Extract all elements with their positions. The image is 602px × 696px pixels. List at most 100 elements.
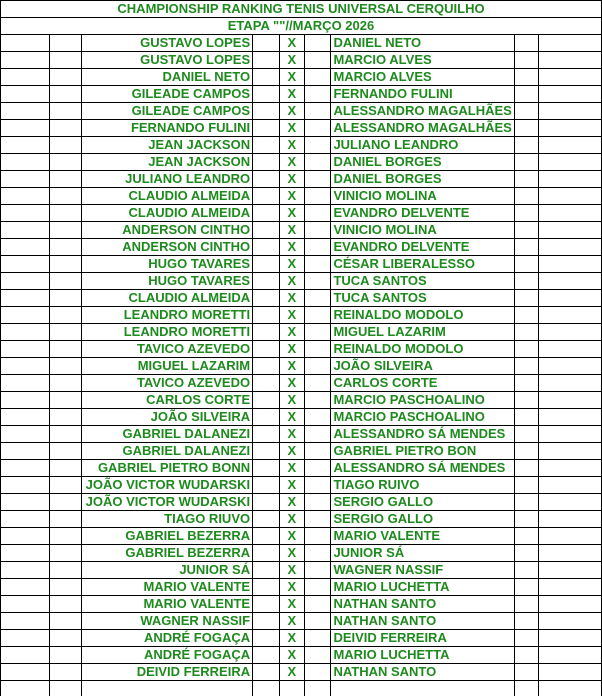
empty-cell[interactable]: [0, 187, 51, 205]
versus-cell[interactable]: X: [278, 527, 305, 545]
empty-cell[interactable]: [537, 612, 602, 630]
empty-cell[interactable]: [537, 476, 602, 494]
empty-cell[interactable]: [49, 663, 83, 681]
empty-cell[interactable]: [49, 136, 83, 154]
empty-cell[interactable]: [252, 204, 280, 222]
player-1-cell[interactable]: JOÃO VICTOR WUDARSKI: [81, 493, 254, 511]
player-2-cell[interactable]: DANIEL NETO: [330, 34, 515, 52]
empty-cell[interactable]: [0, 646, 51, 664]
empty-cell[interactable]: [49, 391, 83, 409]
empty-cell[interactable]: [303, 51, 332, 69]
empty-cell[interactable]: [252, 680, 280, 696]
empty-cell[interactable]: [49, 119, 83, 137]
empty-cell[interactable]: [252, 238, 280, 256]
empty-cell[interactable]: [513, 680, 539, 696]
empty-cell[interactable]: [252, 493, 280, 511]
versus-cell[interactable]: X: [278, 340, 305, 358]
empty-cell[interactable]: [537, 204, 602, 222]
versus-cell[interactable]: X: [278, 323, 305, 341]
empty-cell[interactable]: [252, 68, 280, 86]
empty-cell[interactable]: [49, 323, 83, 341]
player-2-cell[interactable]: JULIANO LEANDRO: [330, 136, 515, 154]
empty-cell[interactable]: [303, 493, 332, 511]
player-1-cell[interactable]: JOÃO SILVEIRA: [81, 408, 254, 426]
empty-cell[interactable]: [252, 187, 280, 205]
empty-cell[interactable]: [252, 459, 280, 477]
empty-cell[interactable]: [49, 629, 83, 647]
empty-cell[interactable]: [513, 187, 539, 205]
empty-cell[interactable]: [303, 289, 332, 307]
empty-cell[interactable]: [513, 238, 539, 256]
empty-cell[interactable]: [303, 374, 332, 392]
empty-cell[interactable]: [0, 255, 51, 273]
player-1-cell[interactable]: GABRIEL DALANEZI: [81, 425, 254, 443]
versus-cell[interactable]: X: [278, 663, 305, 681]
empty-cell[interactable]: [252, 221, 280, 239]
empty-cell[interactable]: [252, 476, 280, 494]
player-2-cell[interactable]: TUCA SANTOS: [330, 289, 515, 307]
versus-cell[interactable]: X: [278, 544, 305, 562]
empty-cell[interactable]: [303, 663, 332, 681]
versus-cell[interactable]: X: [278, 272, 305, 290]
player-1-cell[interactable]: CLAUDIO ALMEIDA: [81, 187, 254, 205]
empty-cell[interactable]: [537, 221, 602, 239]
empty-cell[interactable]: [49, 85, 83, 103]
player-2-cell[interactable]: ALESSANDRO MAGALHÃES: [330, 102, 515, 120]
empty-cell[interactable]: [303, 629, 332, 647]
player-1-cell[interactable]: CLAUDIO ALMEIDA: [81, 289, 254, 307]
player-1-cell[interactable]: JEAN JACKSON: [81, 153, 254, 171]
versus-cell[interactable]: X: [278, 357, 305, 375]
player-2-cell[interactable]: DEIVID FERREIRA: [330, 629, 515, 647]
player-1-cell[interactable]: GILEADE CAMPOS: [81, 102, 254, 120]
player-1-cell[interactable]: CARLOS CORTE: [81, 391, 254, 409]
empty-cell[interactable]: [0, 527, 51, 545]
empty-cell[interactable]: [303, 527, 332, 545]
empty-cell[interactable]: [252, 408, 280, 426]
sheet-subtitle[interactable]: ETAPA ""//MARÇO 2026: [0, 17, 602, 35]
empty-cell[interactable]: [0, 170, 51, 188]
player-2-cell[interactable]: REINALDO MODOLO: [330, 340, 515, 358]
player-2-cell[interactable]: NATHAN SANTO: [330, 612, 515, 630]
empty-cell[interactable]: [0, 68, 51, 86]
empty-cell[interactable]: [537, 306, 602, 324]
player-1-cell[interactable]: GABRIEL BEZERRA: [81, 527, 254, 545]
empty-cell[interactable]: [252, 510, 280, 528]
empty-cell[interactable]: [0, 459, 51, 477]
versus-cell[interactable]: X: [278, 119, 305, 137]
empty-cell[interactable]: [303, 476, 332, 494]
player-1-cell[interactable]: TAVICO AZEVEDO: [81, 340, 254, 358]
empty-cell[interactable]: [537, 493, 602, 511]
empty-cell[interactable]: [513, 136, 539, 154]
empty-cell[interactable]: [303, 85, 332, 103]
empty-cell[interactable]: [537, 425, 602, 443]
player-2-cell[interactable]: ALESSANDRO SÁ MENDES: [330, 459, 515, 477]
player-2-cell[interactable]: VINICIO MOLINA: [330, 187, 515, 205]
empty-cell[interactable]: [0, 323, 51, 341]
empty-cell[interactable]: [252, 391, 280, 409]
empty-cell[interactable]: [303, 544, 332, 562]
empty-cell[interactable]: [513, 442, 539, 460]
empty-cell[interactable]: [49, 340, 83, 358]
player-2-cell[interactable]: FERNANDO FULINI: [330, 85, 515, 103]
empty-cell[interactable]: [537, 374, 602, 392]
empty-cell[interactable]: [513, 493, 539, 511]
empty-cell[interactable]: [537, 340, 602, 358]
sheet-title[interactable]: CHAMPIONSHIP RANKING TENIS UNIVERSAL CER…: [0, 0, 602, 18]
empty-cell[interactable]: [303, 204, 332, 222]
versus-cell[interactable]: X: [278, 136, 305, 154]
player-2-cell[interactable]: MARIO LUCHETTA: [330, 646, 515, 664]
versus-cell[interactable]: X: [278, 595, 305, 613]
player-1-cell[interactable]: JOÃO VICTOR WUDARSKI: [81, 476, 254, 494]
versus-cell[interactable]: X: [278, 391, 305, 409]
empty-cell[interactable]: [513, 561, 539, 579]
player-1-cell[interactable]: GUSTAVO LOPES: [81, 34, 254, 52]
empty-cell[interactable]: [49, 34, 83, 52]
empty-cell[interactable]: [303, 238, 332, 256]
empty-cell[interactable]: [513, 102, 539, 120]
empty-cell[interactable]: [513, 629, 539, 647]
empty-cell[interactable]: [537, 51, 602, 69]
empty-cell[interactable]: [303, 153, 332, 171]
player-2-cell[interactable]: REINALDO MODOLO: [330, 306, 515, 324]
empty-cell[interactable]: [252, 170, 280, 188]
versus-cell[interactable]: X: [278, 442, 305, 460]
